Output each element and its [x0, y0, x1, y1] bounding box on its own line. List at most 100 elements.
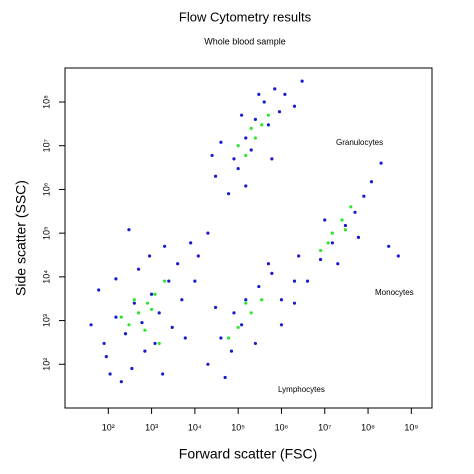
point: [153, 341, 157, 346]
point: [336, 262, 340, 266]
point: [206, 362, 210, 366]
point: [273, 87, 277, 91]
point: [149, 307, 154, 312]
y-tick-label: 10⁴: [41, 270, 51, 284]
point: [226, 192, 231, 196]
point: [97, 288, 101, 292]
point: [157, 311, 161, 315]
point: [340, 218, 344, 222]
point: [130, 366, 134, 371]
point: [170, 325, 174, 329]
x-tick-label: 10⁷: [318, 422, 331, 432]
point: [318, 248, 323, 253]
point: [305, 279, 310, 283]
annotation: Lymphocytes: [278, 385, 325, 394]
point: [219, 140, 223, 144]
point: [244, 136, 248, 140]
point: [102, 341, 106, 346]
point: [279, 323, 284, 327]
point: [163, 244, 167, 248]
point: [153, 292, 157, 296]
point: [232, 311, 236, 315]
point: [232, 157, 236, 161]
y-tick-label: 10³: [41, 314, 51, 327]
point: [132, 301, 136, 305]
point: [379, 161, 383, 165]
point: [260, 298, 264, 302]
point: [244, 298, 248, 302]
plot-frame: [64, 67, 433, 409]
point: [353, 210, 357, 214]
point: [136, 311, 141, 315]
point: [239, 323, 244, 327]
point: [148, 254, 152, 258]
point: [292, 104, 297, 108]
point: [189, 241, 193, 245]
point: [123, 332, 128, 336]
point: [226, 336, 231, 340]
point: [145, 301, 149, 305]
point: [176, 262, 180, 266]
point: [343, 228, 348, 232]
point: [161, 372, 165, 376]
point: [318, 257, 323, 262]
y-tick-label: 10⁶: [41, 182, 51, 196]
point: [104, 354, 108, 359]
y-tick-label: 10⁵: [41, 226, 51, 240]
point: [143, 349, 147, 353]
point: [323, 218, 327, 222]
point: [183, 336, 187, 340]
point: [330, 231, 334, 235]
point: [292, 301, 297, 305]
point: [253, 341, 257, 346]
point: [343, 223, 348, 228]
point: [196, 254, 200, 258]
point: [330, 241, 334, 245]
point: [279, 298, 284, 302]
point: [292, 279, 297, 283]
point: [119, 380, 123, 384]
y-tick-label: 10²: [41, 358, 51, 371]
x-tick-label: 10³: [145, 422, 158, 432]
x-tick-label: 10⁸: [361, 422, 375, 432]
point: [244, 184, 248, 188]
point: [349, 205, 353, 209]
point: [270, 157, 274, 161]
chart-subtitle: Whole blood sample: [204, 36, 286, 46]
point: [127, 228, 131, 232]
chart-title: Flow Cytometry results: [179, 9, 312, 24]
point: [127, 323, 131, 327]
y-axis-label: Side scatter (SSC): [13, 180, 29, 296]
y-tick-label: 10⁷: [41, 139, 51, 152]
annotation: Monocytes: [375, 288, 414, 297]
point: [108, 372, 112, 376]
point: [213, 305, 218, 310]
point: [277, 110, 282, 114]
point: [266, 262, 271, 266]
point: [283, 92, 287, 96]
x-tick-label: 10⁹: [404, 422, 418, 432]
point: [249, 148, 253, 152]
point: [244, 153, 248, 158]
point: [297, 254, 301, 258]
point: [89, 323, 93, 327]
point: [132, 298, 136, 302]
point: [270, 271, 274, 276]
point: [387, 244, 391, 248]
point: [213, 174, 218, 178]
x-tick-label: 10⁴: [188, 422, 202, 432]
point: [396, 254, 400, 258]
point: [210, 153, 214, 158]
point: [167, 279, 171, 283]
point: [262, 100, 266, 104]
point: [300, 79, 304, 83]
point: [206, 231, 210, 235]
point: [223, 375, 227, 380]
point: [266, 113, 271, 117]
point: [143, 328, 147, 332]
x-axis-label: Forward scatter (FSC): [179, 446, 317, 462]
point: [257, 92, 261, 96]
point: [253, 117, 257, 122]
